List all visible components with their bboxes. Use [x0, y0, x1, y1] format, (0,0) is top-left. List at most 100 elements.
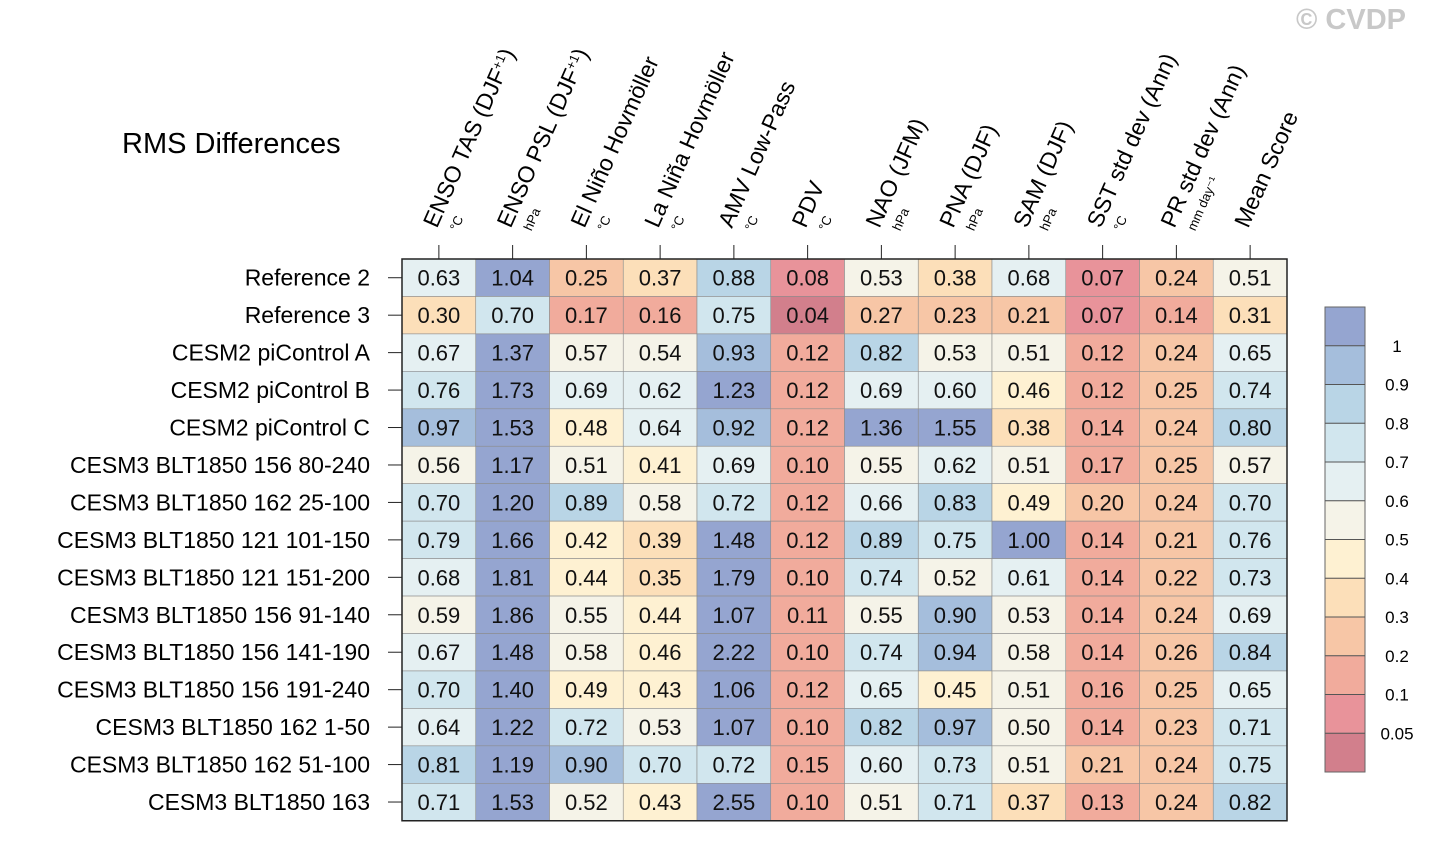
heatmap-cell [549, 670, 624, 709]
cell-value-label: 0.55 [860, 453, 903, 478]
cell-value-label: 1.20 [491, 490, 534, 515]
heatmap-cell [401, 595, 477, 634]
heatmap-cell [549, 745, 624, 784]
heatmap-cell [991, 595, 1067, 634]
heatmap-cell [401, 633, 477, 672]
colorbar-swatch [1324, 539, 1366, 579]
heatmap-cell [770, 558, 845, 597]
cell-value-label: 1.07 [712, 715, 755, 740]
colorbar-swatch [1324, 655, 1366, 695]
cell-value-label: 0.82 [860, 341, 903, 366]
heatmap-cell [770, 371, 845, 410]
cell-value-label: 0.62 [639, 378, 682, 403]
cell-value-label: 0.52 [934, 565, 977, 590]
table-row: 0.97 1.53 0.48 0.64 0.92 0.12 1.36 1.55 0.38 0.14… [401, 408, 1288, 447]
heatmap-cell [475, 745, 550, 784]
heatmap-cell [1065, 633, 1140, 672]
cell-value-label: 0.73 [934, 753, 977, 778]
cell-value-label: 0.23 [934, 303, 977, 328]
row-label: Reference 3 [245, 302, 370, 328]
chart-title: RMS Differences [122, 128, 341, 160]
colorbar-label: 0.5 [1385, 531, 1409, 550]
row-label: CESM3 BLT1850 121 101-150 [57, 527, 370, 553]
column-header: Mean Score [1229, 107, 1303, 231]
cell-value-label: 0.21 [1155, 528, 1198, 553]
heatmap-cell [401, 445, 477, 485]
cell-value-label: 0.75 [1229, 753, 1272, 778]
colorbar-swatch [1324, 577, 1366, 618]
heatmap-cell [844, 333, 919, 372]
cell-value-label: 0.49 [1007, 490, 1050, 515]
cell-value-label: 1.53 [491, 790, 534, 815]
table-row: 0.59 1.86 0.55 0.44 1.07 0.11 0.55 0.90 0.53 0.14… [401, 595, 1288, 634]
heatmap-cell [549, 483, 624, 522]
cell-value-label: 0.57 [565, 341, 608, 366]
cell-value-label: 0.69 [1229, 603, 1272, 628]
table-row: 0.70 1.20 0.89 0.58 0.72 0.12 0.66 0.83 0.49 0.20… [401, 483, 1288, 522]
colorbar-swatch [1324, 461, 1366, 502]
row-label: CESM3 BLT1850 162 25-100 [70, 489, 370, 515]
cell-value-label: 0.24 [1155, 753, 1198, 778]
heatmap-cell [475, 633, 550, 672]
table-row: 0.79 1.66 0.42 0.39 1.48 0.12 0.89 0.75 1.00 0.14… [401, 520, 1288, 559]
table-row: 0.81 1.19 0.90 0.70 0.72 0.15 0.60 0.73 0.51 0.21… [401, 745, 1288, 784]
heatmap-cell [1212, 408, 1288, 447]
heatmap-cell [1065, 408, 1140, 447]
cell-value-label: 0.53 [860, 266, 903, 291]
heatmap-cell [696, 708, 772, 747]
column-unit-label: °C [447, 213, 467, 232]
heatmap-cell [622, 708, 698, 747]
cell-value-label: 0.53 [1007, 603, 1050, 628]
column-header: PNA (DJF)hPa [934, 120, 1002, 233]
heatmap-cell [770, 408, 845, 447]
cell-value-label: 0.07 [1081, 303, 1124, 328]
cell-value-label: 0.84 [1229, 640, 1272, 665]
column-unit-label: °C [668, 213, 688, 232]
colorbar-swatch [1324, 694, 1366, 734]
heatmap-cell [1212, 708, 1288, 747]
heatmap-cell [770, 782, 845, 822]
heatmap-cell [1139, 371, 1214, 410]
cell-value-label: 0.14 [1081, 416, 1124, 441]
cell-value-label: 0.65 [1229, 341, 1272, 366]
cell-value-label: 0.43 [639, 678, 682, 703]
heatmap-cell [401, 296, 477, 335]
heatmap-cell [1212, 445, 1288, 485]
cell-value-label: 0.75 [934, 528, 977, 553]
cell-value-label: 0.14 [1081, 640, 1124, 665]
cell-value-label: 0.30 [417, 303, 460, 328]
cell-value-label: 0.51 [1007, 753, 1050, 778]
heatmap-cell [991, 782, 1067, 822]
heatmap-cell [401, 408, 477, 447]
heatmap-cell [1212, 296, 1288, 335]
heatmap-cell [475, 483, 550, 522]
column-unit-label: °C [742, 213, 762, 232]
table-row: 0.71 1.53 0.52 0.43 2.55 0.10 0.51 0.71 0.37 0.13… [401, 782, 1288, 822]
cell-value-label: 0.51 [860, 790, 903, 815]
cell-value-label: 0.16 [1081, 678, 1124, 703]
heatmap-cell [1212, 633, 1288, 672]
cell-value-label: 0.14 [1081, 528, 1124, 553]
cell-value-label: 0.10 [786, 715, 829, 740]
heatmap-cell [696, 670, 772, 709]
heatmap-cell [1139, 633, 1214, 672]
heatmap-cell [549, 782, 624, 822]
cell-value-label: 0.60 [934, 378, 977, 403]
cell-value-label: 1.06 [712, 678, 755, 703]
heatmap-cell [1139, 296, 1214, 335]
cell-value-label: 0.27 [860, 303, 903, 328]
cell-value-label: 0.58 [1007, 640, 1050, 665]
cell-value-label: 0.24 [1155, 790, 1198, 815]
cell-value-label: 0.65 [1229, 678, 1272, 703]
cell-value-label: 0.51 [565, 453, 608, 478]
cell-value-label: 0.61 [1007, 565, 1050, 590]
cell-value-label: 1.36 [860, 416, 903, 441]
cell-value-label: 0.68 [1007, 266, 1050, 291]
colorbar-label: 0.7 [1385, 453, 1409, 472]
cell-value-label: 1.81 [491, 565, 534, 590]
cell-value-label: 0.72 [712, 753, 755, 778]
heatmap-cell [1065, 520, 1140, 559]
heatmap-cell [475, 445, 550, 485]
cell-value-label: 0.14 [1155, 303, 1198, 328]
